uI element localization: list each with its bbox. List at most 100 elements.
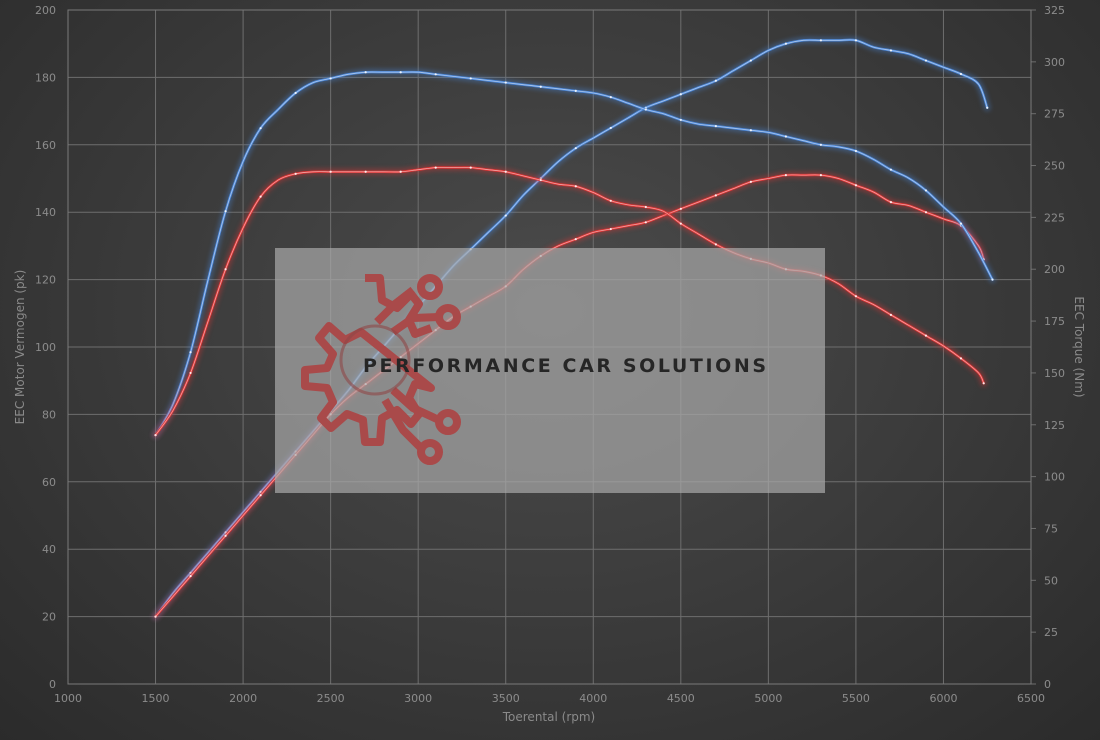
data-point (259, 195, 262, 198)
y-right-tick-label: 75 (1044, 522, 1058, 535)
data-point (819, 39, 822, 42)
data-point (784, 42, 787, 45)
data-point (889, 313, 893, 316)
data-point (889, 168, 893, 171)
data-point (986, 106, 989, 109)
data-point (609, 199, 612, 202)
data-point (224, 268, 227, 271)
y-right-tick-label: 225 (1044, 211, 1065, 224)
data-point (434, 166, 437, 169)
data-point (224, 534, 227, 537)
data-point (644, 221, 647, 224)
data-point (259, 494, 262, 497)
data-point (819, 143, 822, 146)
y-left-tick-label: 160 (35, 139, 56, 152)
data-point (679, 118, 682, 122)
data-point (959, 72, 963, 76)
data-point (469, 166, 472, 169)
data-point (991, 278, 994, 281)
data-point (959, 222, 963, 225)
data-point (574, 89, 577, 92)
y-right-tick-label: 125 (1044, 419, 1065, 432)
data-point (609, 126, 612, 130)
x-tick-label: 3500 (492, 692, 520, 705)
watermark-box: PERFORMANCE CAR SOLUTIONS (275, 248, 825, 493)
data-point (154, 434, 157, 437)
y-left-tick-label: 120 (35, 274, 56, 287)
data-point (609, 227, 612, 231)
y-axis-left-title: EEC Motor Vermogen (pk) (13, 270, 27, 425)
data-point (644, 205, 647, 209)
data-point (714, 79, 717, 82)
data-point (644, 108, 647, 111)
data-point (574, 147, 577, 150)
data-point (609, 96, 612, 99)
data-point (434, 73, 437, 76)
data-point (714, 194, 717, 197)
x-tick-label: 5500 (842, 692, 870, 705)
x-tick-label: 2000 (229, 692, 257, 705)
y-right-tick-label: 275 (1044, 108, 1065, 121)
data-point (854, 184, 858, 187)
data-point (504, 81, 507, 84)
data-point (224, 210, 227, 213)
x-tick-label: 1000 (54, 692, 82, 705)
y-left-tick-label: 100 (35, 341, 56, 354)
y-left-tick-label: 80 (42, 408, 56, 421)
data-point (329, 170, 332, 173)
x-tick-label: 3000 (404, 692, 432, 705)
data-point (539, 85, 542, 88)
data-point (539, 178, 542, 182)
data-point (924, 59, 928, 62)
y-right-tick-label: 200 (1044, 263, 1065, 276)
y-left-tick-label: 0 (49, 678, 56, 691)
watermark-brand-text: PERFORMANCE CAR SOLUTIONS (363, 355, 769, 377)
data-point (854, 295, 858, 298)
data-point (294, 91, 297, 95)
x-tick-label: 4500 (667, 692, 695, 705)
data-point (784, 174, 787, 177)
x-tick-label: 2500 (317, 692, 345, 705)
y-right-tick-label: 25 (1044, 626, 1058, 639)
y-left-tick-label: 180 (35, 71, 56, 84)
x-tick-label: 6500 (1017, 692, 1045, 705)
y-right-tick-label: 100 (1044, 471, 1065, 484)
data-point (854, 39, 858, 42)
data-point (714, 243, 717, 246)
data-point (819, 174, 822, 177)
data-point (749, 59, 752, 62)
x-axis-title: Toerental (rpm) (502, 710, 595, 724)
y-right-tick-label: 300 (1044, 56, 1065, 69)
y-right-tick-label: 250 (1044, 160, 1065, 173)
data-point (889, 49, 893, 52)
data-point (784, 135, 787, 138)
data-point (189, 371, 192, 375)
gear-circuit-logo-icon (301, 274, 461, 465)
data-point (679, 222, 682, 225)
data-point (399, 170, 402, 173)
data-point (329, 77, 332, 80)
y-right-tick-label: 175 (1044, 315, 1065, 328)
tick-labels: 1000 1500 2000 2500 3000 3500 4000 4500 5000 5500… (35, 4, 1065, 705)
x-tick-label: 4000 (579, 692, 607, 705)
y-left-tick-label: 40 (42, 543, 56, 556)
data-point (924, 211, 928, 214)
data-point (574, 185, 577, 188)
data-point (574, 238, 577, 241)
data-point (259, 127, 262, 130)
data-point (679, 93, 682, 96)
y-right-tick-label: 50 (1044, 574, 1058, 587)
data-point (749, 129, 752, 132)
y-left-tick-label: 20 (42, 611, 56, 624)
data-point (469, 77, 472, 80)
y-right-tick-label: 150 (1044, 367, 1065, 380)
y-left-tick-label: 140 (35, 206, 56, 219)
y-left-tick-label: 200 (35, 4, 56, 17)
data-point (924, 189, 928, 192)
data-point (189, 575, 192, 578)
data-point (924, 334, 928, 337)
x-tick-label: 6000 (929, 692, 957, 705)
data-point (189, 351, 192, 354)
data-point (982, 382, 985, 385)
